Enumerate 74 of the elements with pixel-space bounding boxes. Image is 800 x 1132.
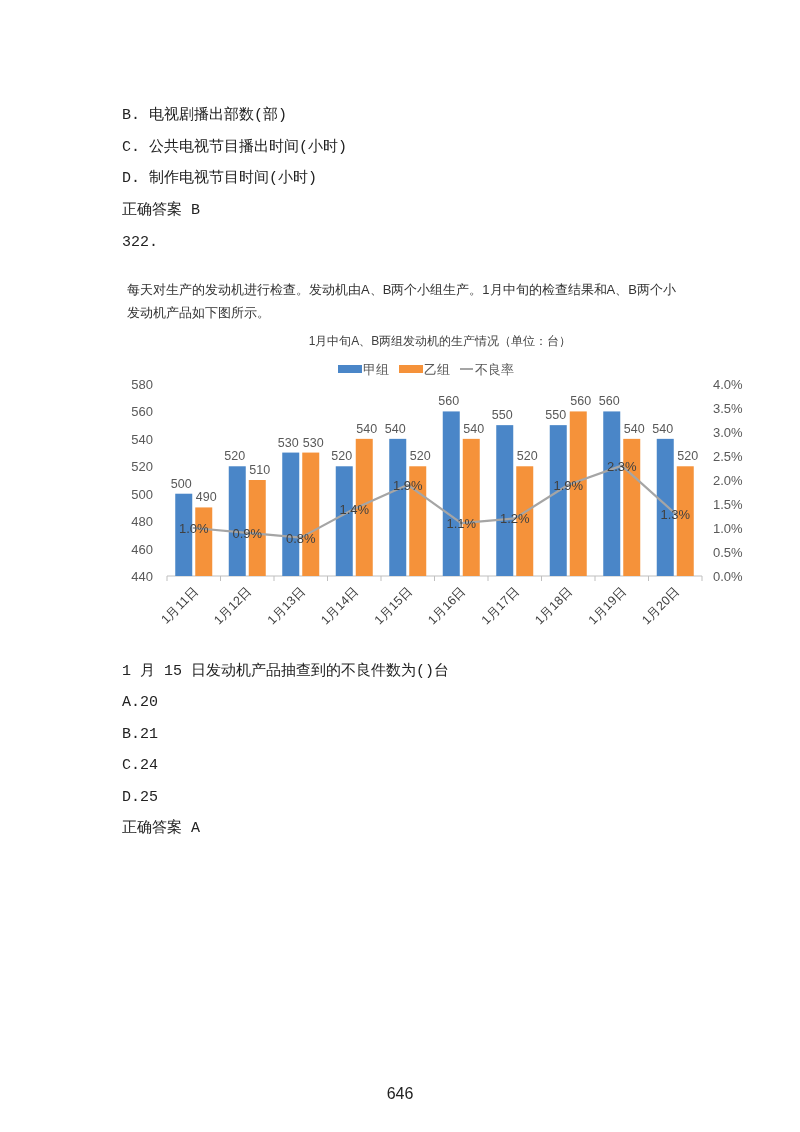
text: 1 月 15 日发动机产品抽查到的不良件数为()台 xyxy=(122,662,450,680)
data-label: 540 xyxy=(356,421,378,436)
data-label: 1.9% xyxy=(392,477,423,493)
x-tick-label: 1月12日 xyxy=(211,584,255,628)
data-label: 1.3% xyxy=(660,506,691,522)
data-label: 530 xyxy=(302,435,324,450)
text: A.20 xyxy=(122,694,159,712)
data-label: 550 xyxy=(545,408,567,423)
y2-tick-label: 3.0% xyxy=(713,425,744,440)
text: D. 制作电视节目时间(小时) xyxy=(122,169,318,188)
text: B. 电视剧播出部数(部) xyxy=(122,106,288,124)
data-label: 510 xyxy=(249,463,271,477)
x-tick-label: 1月20日 xyxy=(639,584,683,628)
y-tick-label: 460 xyxy=(131,541,153,557)
data-label: 1.1% xyxy=(446,516,477,532)
y-tick-label: 500 xyxy=(131,486,153,502)
y2-tick-label: 1.0% xyxy=(713,521,744,536)
data-label: 520 xyxy=(516,449,538,464)
text: D.25 xyxy=(122,788,159,806)
data-label: 540 xyxy=(384,421,406,436)
data-label: 550 xyxy=(491,408,513,423)
y-tick-label: 520 xyxy=(131,459,153,475)
data-label: 1.9% xyxy=(553,477,584,493)
text: 322. xyxy=(122,233,159,251)
data-label: 560 xyxy=(598,394,620,409)
x-tick-label: 1月16日 xyxy=(425,584,469,628)
data-label: 1.0% xyxy=(178,521,209,536)
text: 正确答案 A xyxy=(122,819,201,837)
data-label: 0.8% xyxy=(285,530,316,546)
data-label: 560 xyxy=(570,394,592,409)
text: C.24 xyxy=(122,757,159,775)
y2-tick-label: 2.5% xyxy=(713,449,744,464)
data-label: 540 xyxy=(463,421,485,436)
data-label: 530 xyxy=(277,435,299,450)
data-label: 540 xyxy=(652,421,674,436)
x-tick-label: 1月14日 xyxy=(318,584,362,628)
x-tick-label: 1月11日 xyxy=(158,584,201,627)
text: C. 公共电视节目播出时间(小时) xyxy=(122,137,348,156)
text: 正确答案 B xyxy=(122,201,201,220)
data-label: 1.2% xyxy=(499,511,530,527)
y2-tick-label: 1.5% xyxy=(713,497,744,512)
y2-tick-label: 3.5% xyxy=(713,401,744,416)
data-label: 1.4% xyxy=(339,501,370,517)
data-label: 520 xyxy=(224,449,246,464)
data-label: 500 xyxy=(170,476,192,491)
data-label: 520 xyxy=(409,449,431,464)
data-label: 520 xyxy=(677,449,699,464)
y2-tick-label: 0.5% xyxy=(713,545,744,560)
y2-tick-label: 4.0% xyxy=(713,377,744,392)
text: B.21 xyxy=(122,725,159,743)
data-label: 560 xyxy=(438,394,460,409)
legend-label: 乙组 xyxy=(424,362,450,377)
data-label: 520 xyxy=(331,449,353,464)
y-tick-label: 540 xyxy=(131,431,153,447)
x-tick-label: 1月13日 xyxy=(264,584,308,628)
data-label: 2.3% xyxy=(606,458,637,474)
x-tick-label: 1月15日 xyxy=(371,584,415,628)
y2-tick-label: 0.0% xyxy=(713,569,744,584)
legend-label: 甲组 xyxy=(363,362,389,377)
y-tick-label: 560 xyxy=(131,404,153,420)
y-tick-label: 440 xyxy=(131,569,153,584)
data-label: 490 xyxy=(195,490,217,505)
text: 646 xyxy=(386,1085,414,1102)
y-tick-label: 480 xyxy=(131,514,153,530)
y2-tick-label: 2.0% xyxy=(713,473,744,488)
data-label: 540 xyxy=(623,421,645,436)
x-tick-label: 1月19日 xyxy=(585,584,629,628)
x-tick-label: 1月17日 xyxy=(478,584,522,628)
chart-title: 1月中旬A、B两组发动机的生产情况（单位：台） xyxy=(308,334,572,348)
chart-subtitle: 每天对生产的发动机进行检查。发动机由A、B两个小组生产。1月中旬的检查结果和A、B两个小发动机产品如下图所示。 xyxy=(127,282,676,320)
data-label: 0.9% xyxy=(232,525,263,541)
x-tick-label: 1月18日 xyxy=(532,584,576,628)
y-tick-label: 580 xyxy=(131,377,153,392)
legend-label: 不良率 xyxy=(475,362,514,377)
